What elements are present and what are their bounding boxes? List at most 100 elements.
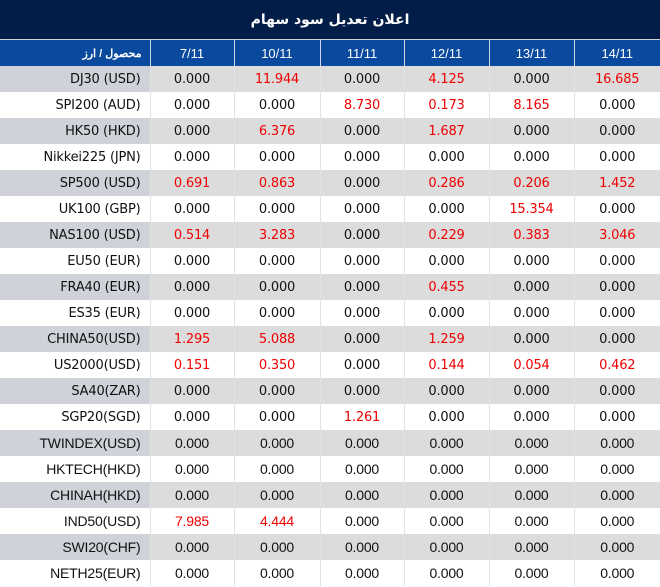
dividend-value-cell: 0.000 [404,508,490,534]
dividend-value-cell: 8.730 [320,92,405,118]
dividend-value-cell: 0.000 [574,300,660,326]
table-row: UK100 (GBP) 0.000 0.000 0.000 0.000 15.354 0.0… [0,196,660,222]
dividend-value-cell: 0.206 [489,170,575,196]
header-row: محصول / ارز 7/11 10/11 11/11 12/11 13/11… [0,40,660,66]
dividend-value-cell: 0.000 [320,248,405,274]
table-row: TWINDEX(USD) 0.000 0.000 0.000 0.000 0.000 0.0… [0,430,660,456]
dividend-value-cell: 0.000 [404,144,490,170]
dividend-value-cell: 0.000 [150,274,235,300]
column-header-date: 13/11 [489,40,575,66]
dividend-value-cell: 0.000 [234,534,321,560]
dividend-value-cell: 0.000 [234,300,321,326]
instrument-name: SPI200 (AUD) [0,92,151,118]
table-row: CHINAH(HKD) 0.000 0.000 0.000 0.000 0.000 0.00… [0,482,660,508]
table-row: SGP20(SGD) 0.000 0.000 1.261 0.000 0.000 0.000 [0,404,660,430]
dividend-value-cell: 0.000 [574,508,660,534]
dividend-value-cell: 0.000 [404,534,490,560]
dividend-value-cell: 0.229 [404,222,490,248]
table-row: ES35 (EUR) 0.000 0.000 0.000 0.000 0.000 0.000 [0,300,660,326]
dividend-value-cell: 0.000 [150,534,235,560]
dividend-value-cell: 0.000 [320,170,405,196]
dividend-value-cell: 0.000 [234,196,321,222]
dividend-value-cell: 0.000 [150,118,235,144]
dividend-value-cell: 0.000 [320,352,405,378]
dividend-value-cell: 0.000 [234,92,321,118]
dividend-value-cell: 0.000 [489,378,575,404]
instrument-name: ES35 (EUR) [0,300,151,326]
dividend-value-cell: 0.000 [320,118,405,144]
instrument-name: SP500 (USD) [0,170,151,196]
dividend-value-cell: 0.000 [320,222,405,248]
dividend-value-cell: 0.000 [574,378,660,404]
instrument-name: NETH25(EUR) [0,560,151,586]
column-header-date: 14/11 [574,40,660,66]
column-header-date: 10/11 [234,40,321,66]
dividend-value-cell: 0.286 [404,170,490,196]
dividend-value-cell: 0.000 [574,404,660,430]
table-row: US2000(USD) 0.151 0.350 0.000 0.144 0.054 0.46… [0,352,660,378]
dividend-value-cell: 0.000 [489,118,575,144]
table-row: SWI20(CHF) 0.000 0.000 0.000 0.000 0.000 0.000 [0,534,660,560]
dividend-value-cell: 0.000 [574,456,660,482]
dividend-value-cell: 0.000 [574,326,660,352]
dividend-value-cell: 0.000 [234,430,321,456]
dividend-value-cell: 0.151 [150,352,235,378]
instrument-name: EU50 (EUR) [0,248,151,274]
dividend-value-cell: 0.000 [320,144,405,170]
dividend-value-cell: 0.000 [404,248,490,274]
instrument-name: HK50 (HKD) [0,118,151,144]
dividend-value-cell: 0.000 [234,378,321,404]
dividend-value-cell: 0.000 [489,404,575,430]
table-row: FRA40 (EUR) 0.000 0.000 0.000 0.455 0.000 0.00… [0,274,660,300]
table-row: CHINA50(USD) 1.295 5.088 0.000 1.259 0.000 0.0… [0,326,660,352]
dividend-value-cell: 0.000 [404,430,490,456]
dividend-value-cell: 0.000 [234,456,321,482]
instrument-name: NAS100 (USD) [0,222,151,248]
dividend-value-cell: 0.000 [574,196,660,222]
dividend-value-cell: 0.000 [574,482,660,508]
table-row: SA40(ZAR) 0.000 0.000 0.000 0.000 0.000 0.000 [0,378,660,404]
dividend-value-cell: 0.000 [574,92,660,118]
dividend-value-cell: 0.000 [489,482,575,508]
dividend-value-cell: 15.354 [489,196,575,222]
table-row: NAS100 (USD) 0.514 3.283 0.000 0.229 0.383 3.0… [0,222,660,248]
dividend-value-cell: 0.691 [150,170,235,196]
dividend-value-cell: 0.000 [320,378,405,404]
dividend-value-cell: 0.000 [574,274,660,300]
dividend-value-cell: 0.000 [404,378,490,404]
instrument-name: TWINDEX(USD) [0,430,151,456]
dividend-value-cell: 0.000 [150,456,235,482]
instrument-name: Nikkei225 (JPN) [0,144,151,170]
table-body: DJ30 (USD) 0.000 11.944 0.000 4.125 0.000 16.6… [0,66,660,586]
dividend-value-cell: 1.259 [404,326,490,352]
dividend-value-cell: 0.000 [489,300,575,326]
dividend-value-cell: 0.863 [234,170,321,196]
dividend-value-cell: 11.944 [234,66,321,92]
dividend-value-cell: 0.000 [234,144,321,170]
table-row: DJ30 (USD) 0.000 11.944 0.000 4.125 0.000 16.6… [0,66,660,92]
dividend-value-cell: 0.000 [489,66,575,92]
table-row: SP500 (USD) 0.691 0.863 0.000 0.286 0.206 1.45… [0,170,660,196]
dividend-table: محصول / ارز 7/11 10/11 11/11 12/11 13/11… [0,40,660,586]
dividend-value-cell: 16.685 [574,66,660,92]
dividend-value-cell: 0.000 [150,196,235,222]
dividend-value-cell: 0.000 [150,144,235,170]
instrument-name: IND50(USD) [0,508,151,534]
dividend-value-cell: 0.000 [320,196,405,222]
dividend-value-cell: 0.000 [234,274,321,300]
dividend-value-cell: 0.000 [234,248,321,274]
dividend-value-cell: 0.000 [574,534,660,560]
instrument-name: UK100 (GBP) [0,196,151,222]
table-row: HK50 (HKD) 0.000 6.376 0.000 1.687 0.000 0.000 [0,118,660,144]
dividend-value-cell: 0.000 [234,404,321,430]
dividend-value-cell: 1.687 [404,118,490,144]
dividend-value-cell: 1.261 [320,404,405,430]
dividend-value-cell: 8.165 [489,92,575,118]
dividend-value-cell: 0.054 [489,352,575,378]
table-title: اعلان تعدیل سود سهام [0,0,660,40]
dividend-value-cell: 4.125 [404,66,490,92]
dividend-value-cell: 0.000 [150,300,235,326]
dividend-value-cell: 0.000 [320,430,405,456]
table-row: Nikkei225 (JPN) 0.000 0.000 0.000 0.000 0.000… [0,144,660,170]
